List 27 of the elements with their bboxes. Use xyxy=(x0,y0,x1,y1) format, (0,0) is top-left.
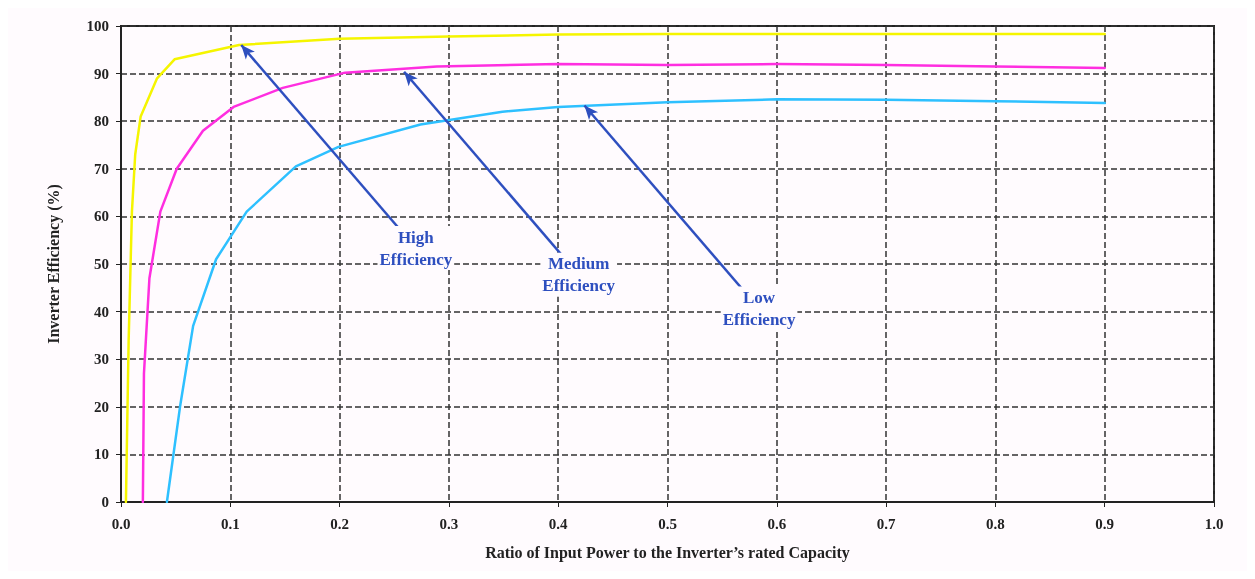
y-tick-label: 20 xyxy=(94,398,109,415)
x-tick-label: 0.5 xyxy=(658,515,677,532)
x-tick-label: 0.2 xyxy=(330,515,349,532)
x-tick-label: 0.6 xyxy=(767,515,787,532)
y-tick-label: 100 xyxy=(86,18,109,34)
x-axis-title: Ratio of Input Power to the Inverter’s rated Capacity xyxy=(485,543,850,562)
y-tick-label: 90 xyxy=(94,65,109,82)
x-tick-label: 0.4 xyxy=(548,515,569,532)
y-axis-title: Inverter Efficiency (%) xyxy=(44,184,63,344)
x-tick-label: 0.9 xyxy=(1095,515,1115,532)
x-tick-label: 0.1 xyxy=(220,515,240,532)
y-tick-label: 30 xyxy=(94,351,109,368)
annotation: Low Efficiency xyxy=(722,288,796,330)
y-tick-label: 50 xyxy=(94,256,109,272)
annotation: Medium Efficiency xyxy=(542,254,616,296)
y-tick-label: 60 xyxy=(94,208,109,225)
y-tick-label: 0 xyxy=(101,494,109,510)
y-tick-label: 40 xyxy=(94,303,109,320)
y-tick-label: 10 xyxy=(94,446,109,463)
x-tick-label: 0.7 xyxy=(876,515,896,532)
annotation: High Efficiency xyxy=(379,227,453,269)
x-tick-label: 0.0 xyxy=(111,515,131,532)
y-tick-label: 80 xyxy=(94,113,109,130)
y-tick-label: 70 xyxy=(94,160,109,177)
x-tick-label: 1.0 xyxy=(1204,515,1224,532)
x-tick-label: 0.3 xyxy=(439,515,459,532)
x-tick-label: 0.8 xyxy=(986,515,1005,532)
